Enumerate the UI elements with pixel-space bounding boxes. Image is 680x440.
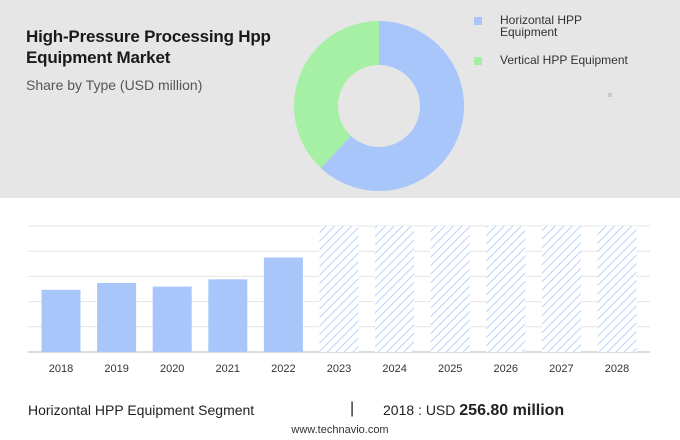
x-tick-label-2024: 2024: [382, 363, 406, 375]
donut-slice-vertical-hpp-equipment: [294, 21, 379, 168]
x-tick-label-2018: 2018: [49, 363, 73, 375]
x-tick-label-2020: 2020: [160, 363, 184, 375]
forecast-bar-2027: [541, 226, 581, 352]
website-link[interactable]: www.technavio.com: [291, 424, 389, 436]
legend-label-vertical: Vertical HPP Equipment: [500, 53, 628, 67]
footer-separator: |: [350, 400, 355, 417]
x-tick-label-2028: 2028: [605, 363, 629, 375]
chart-title-line-2: Equipment Market: [26, 48, 171, 67]
x-tick-label-2026: 2026: [494, 363, 518, 375]
legend: Horizontal HPP Equipment Vertical HPP Eq…: [472, 14, 672, 66]
footer-year-label: 2018 : USD: [383, 402, 456, 418]
bar-2019: [97, 282, 137, 352]
chart-title-line-1: High-Pressure Processing Hpp: [26, 27, 271, 46]
more-dots-icon: [608, 93, 612, 97]
bar-2018: [41, 289, 81, 352]
footer-value-block: 2018 : USD 256.80 million: [383, 402, 564, 420]
forecast-bar-2023: [319, 226, 359, 352]
donut-slice-horizontal-hpp-equipment: [320, 21, 465, 192]
legend-item-vertical: Vertical HPP Equipment: [472, 54, 672, 66]
legend-label-horizontal-line-2: Equipment: [500, 25, 558, 39]
x-tick-label-2025: 2025: [438, 363, 462, 375]
x-tick-label-2022: 2022: [271, 363, 295, 375]
forecast-bar-2024: [375, 226, 415, 352]
chart-title: High-Pressure Processing Hpp Equipment M…: [26, 26, 306, 68]
footer-segment: Horizontal HPP Equipment Segment: [28, 402, 255, 418]
footer-value: 256.80 million: [459, 402, 565, 419]
forecast-bar-2028: [597, 226, 637, 352]
legend-item-horizontal: Horizontal HPP Equipment: [472, 14, 672, 38]
x-tick-label-2021: 2021: [216, 363, 240, 375]
legend-swatch-vertical: [474, 57, 482, 65]
chart-subtitle: Share by Type (USD million): [26, 77, 203, 93]
x-tick-label-2023: 2023: [327, 363, 351, 375]
x-tick-label-2019: 2019: [104, 363, 128, 375]
legend-swatch-horizontal: [474, 17, 482, 25]
donut-chart: [294, 21, 465, 192]
bar-2020: [152, 286, 192, 352]
forecast-bar-2026: [486, 226, 526, 352]
legend-label-horizontal-line-1: Horizontal HPP: [500, 13, 583, 27]
bar-chart: 2018 2019 2020 2021 2022 2023 2024 2025 2026 2027…: [28, 225, 650, 375]
bar-2022: [263, 257, 303, 352]
bar-2021: [208, 279, 248, 352]
x-tick-label-2027: 2027: [549, 363, 573, 375]
forecast-bar-2025: [430, 226, 470, 352]
